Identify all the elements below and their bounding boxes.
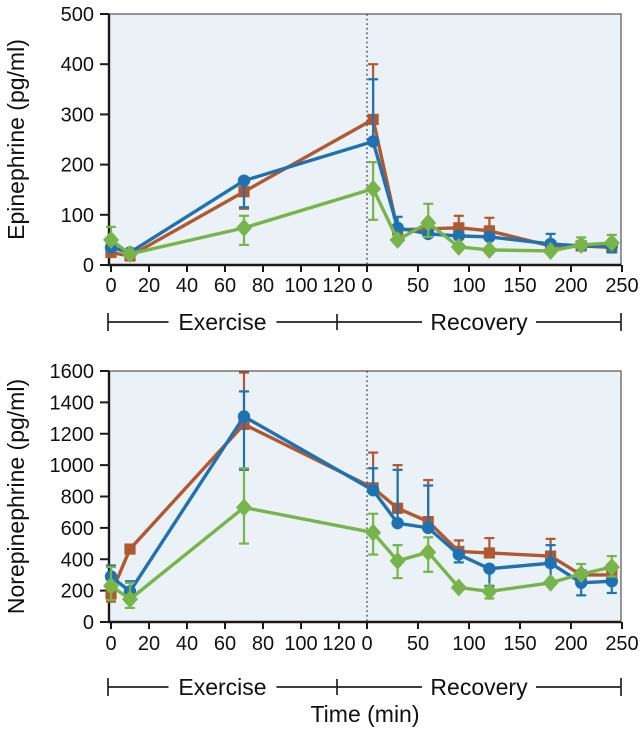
epinephrine-green-diamonds-series	[103, 160, 620, 263]
x-tick-label: 50	[407, 275, 429, 297]
x-tick-label: 150	[503, 633, 536, 655]
x-tick-label: 20	[138, 633, 160, 655]
y-tick-label: 0	[83, 612, 94, 634]
x-tick-label: 200	[554, 633, 587, 655]
y-tick-label: 400	[61, 549, 94, 571]
phase-label-exercise: Exercise	[178, 674, 266, 700]
x-tick-label: 250	[605, 633, 638, 655]
x-tick-label: 120	[322, 633, 355, 655]
blue-circles-point	[452, 229, 465, 243]
x-tick-label: 0	[105, 633, 116, 655]
blue-circles-point	[237, 410, 251, 423]
x-tick-label: 0	[361, 275, 372, 297]
x-tick-label: 40	[176, 633, 198, 655]
x-axis-title: Time (min)	[310, 701, 419, 727]
phase-label-recovery: Recovery	[430, 674, 528, 700]
x-tick-label: 0	[105, 275, 116, 297]
y-tick-label: 200	[61, 581, 94, 603]
y-tick-label: 1200	[50, 424, 95, 446]
blue-circles-point	[483, 562, 496, 575]
y-axis-title: Norepinephrine (pg/ml)	[3, 379, 29, 614]
blue-circles-point	[422, 521, 435, 535]
x-tick-label: 120	[322, 275, 355, 297]
x-tick-label: 60	[214, 275, 236, 297]
y-tick-label: 800	[61, 487, 94, 509]
x-tick-label: 40	[176, 275, 198, 297]
x-tick-label: 60	[214, 633, 236, 655]
green-diamonds-point	[481, 240, 498, 259]
x-tick-label: 50	[407, 633, 429, 655]
green-diamonds-point	[603, 233, 620, 252]
blue-circles-point	[452, 548, 465, 561]
green-diamonds-point	[420, 213, 437, 232]
x-tick-label: 200	[554, 275, 587, 297]
green-diamonds-point	[450, 578, 467, 597]
blue-circles-point	[544, 556, 557, 570]
green-diamonds-point	[365, 179, 382, 198]
y-tick-label: 1400	[50, 392, 95, 414]
green-diamonds-point	[420, 543, 437, 562]
blue-circles-point	[366, 484, 380, 497]
blue-circles-point	[483, 230, 496, 244]
y-tick-label: 500	[61, 4, 94, 26]
phase-label-exercise: Exercise	[178, 309, 266, 335]
red-squares-point	[453, 222, 465, 234]
y-tick-label: 200	[61, 155, 94, 177]
red-squares-point	[483, 547, 495, 559]
green-diamonds-point	[450, 237, 467, 256]
green-diamonds-point	[481, 582, 498, 601]
y-tick-label: 1000	[50, 455, 95, 477]
x-tick-label: 20	[138, 275, 160, 297]
y-tick-label: 400	[61, 54, 94, 76]
green-diamonds-point	[573, 565, 590, 584]
y-tick-label: 100	[61, 205, 94, 227]
y-tick-label: 600	[61, 518, 94, 540]
y-tick-label: 300	[61, 104, 94, 126]
x-tick-label: 100	[452, 275, 485, 297]
blue-circles-point	[237, 174, 251, 187]
green-diamonds-point	[236, 498, 252, 517]
green-diamonds-point	[573, 235, 590, 254]
blue-circles-point	[366, 135, 380, 148]
x-tick-label: 100	[284, 633, 317, 655]
x-tick-label: 80	[252, 275, 274, 297]
y-tick-label: 1600	[50, 361, 95, 383]
blue-circles-point	[605, 575, 618, 588]
x-tick-label: 150	[503, 275, 536, 297]
green-diamonds-point	[603, 558, 620, 577]
green-diamonds-point	[122, 244, 138, 263]
green-diamonds-point	[389, 551, 406, 570]
x-tick-label: 100	[284, 275, 317, 297]
green-diamonds-point	[365, 523, 382, 542]
green-diamonds-point	[103, 230, 119, 249]
green-diamonds-point	[122, 590, 138, 609]
plot-area	[108, 13, 622, 266]
x-tick-label: 100	[452, 633, 485, 655]
y-axis-title: Epinephrine (pg/ml)	[3, 39, 29, 240]
y-tick-label: 0	[83, 255, 94, 277]
plot-area	[108, 370, 622, 623]
phase-label-recovery: Recovery	[430, 309, 528, 335]
green-diamonds-point	[542, 573, 559, 592]
x-tick-label: 0	[361, 633, 372, 655]
green-diamonds-point	[236, 218, 252, 237]
x-tick-label: 250	[605, 275, 638, 297]
green-diamonds-point	[389, 230, 406, 249]
green-diamonds-point	[103, 576, 119, 595]
x-tick-label: 80	[252, 633, 274, 655]
blue-circles-point	[391, 516, 404, 530]
norepinephrine-green-diamonds-series	[103, 467, 620, 609]
red-squares-point	[124, 543, 136, 555]
green-diamonds-point	[542, 241, 559, 260]
